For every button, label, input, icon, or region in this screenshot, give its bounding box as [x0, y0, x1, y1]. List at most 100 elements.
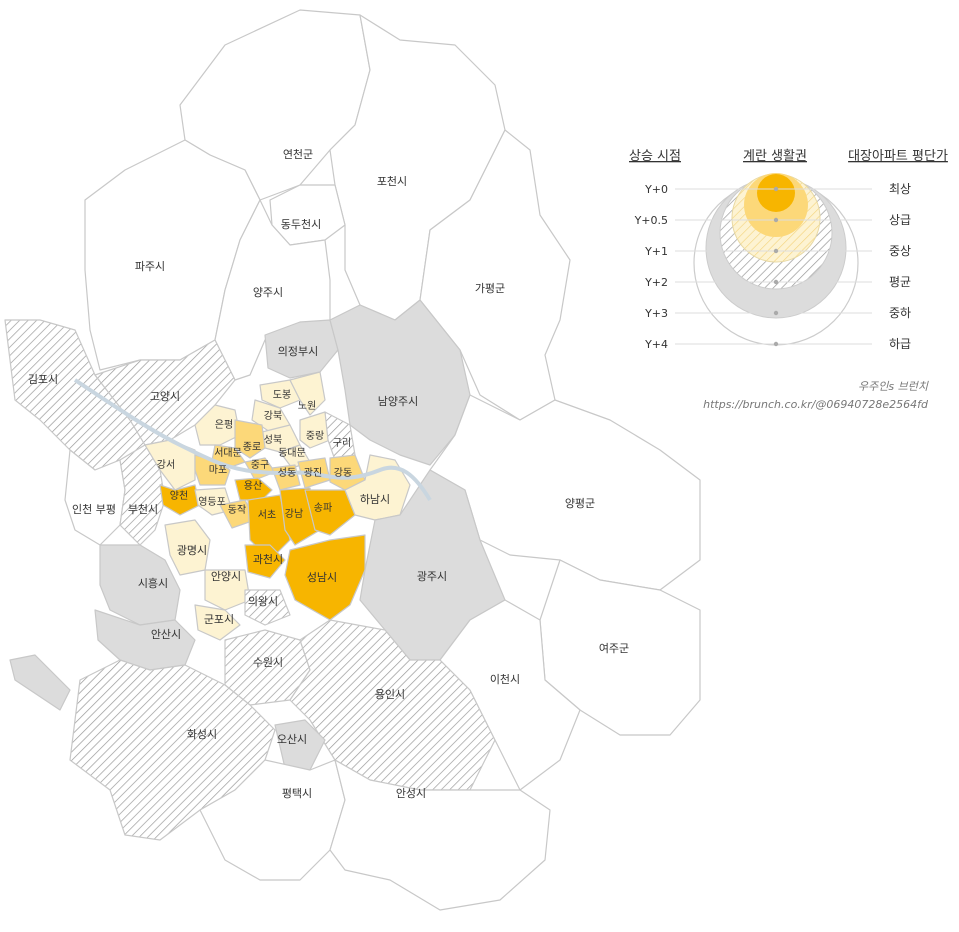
region-label-seongbuk: 성북 [264, 434, 282, 446]
region-label-ansan: 안산시 [151, 628, 181, 641]
region-label-gwangjin: 광진 [304, 467, 322, 479]
region-gunpo-shape[interactable] [194, 604, 241, 641]
legend-price-label: 중상 [889, 244, 911, 258]
region-label-junggu: 중구 [251, 459, 269, 471]
island-shape [9, 654, 71, 711]
region-jongno-shape[interactable] [234, 419, 266, 459]
region-label-yongin: 용인시 [375, 688, 405, 701]
legend-header-zone: 계란 생활권 [743, 149, 807, 164]
credit-url: https://brunch.co.kr/@06940728e2564fd [703, 398, 929, 411]
region-label-bucheon: 부천시 [128, 502, 158, 516]
region-label-gwacheon: 과천시 [253, 552, 283, 566]
credit-author: 우주인s 브런치 [858, 380, 929, 393]
region-label-anyang: 안양시 [211, 570, 241, 583]
legend-timing-label: Y+4 [644, 338, 668, 351]
legend-price-label: 상급 [889, 213, 911, 227]
region-label-seongnam: 성남시 [307, 571, 337, 584]
region-uijeongbu-shape[interactable] [264, 319, 339, 379]
legend-timing-label: Y+1 [644, 245, 668, 258]
region-icheon-shape[interactable] [439, 599, 581, 791]
region-label-yeoju: 여주군 [599, 642, 629, 655]
region-dobong-shape[interactable] [259, 379, 301, 409]
region-gwacheon-shape[interactable] [244, 544, 286, 579]
legend-row-dot [773, 341, 779, 347]
legend-row-dot [773, 217, 779, 223]
legend-price-label: 최상 [889, 182, 911, 196]
region-songpa-shape[interactable] [304, 489, 356, 536]
region-label-yongsan: 용산 [244, 480, 262, 492]
legend-timing-label: Y+2 [644, 276, 668, 289]
region-label-siheung: 시흥시 [138, 576, 168, 590]
region-label-pocheon: 포천시 [377, 174, 407, 188]
legend-rows: Y+0 최상 Y+0.5 상급 Y+1 중상 Y+2 평균 Y+3 중하 Y+4 하급 [634, 182, 911, 351]
legend-price-label: 중하 [889, 306, 911, 320]
region-label-suwon: 수원시 [253, 656, 283, 669]
region-label-yeoncheon: 연천군 [283, 147, 313, 161]
legend-circle-y0 [757, 174, 795, 212]
region-label-yangju: 양주시 [253, 286, 283, 299]
region-label-nowon: 노원 [298, 400, 316, 412]
legend-row-dot [773, 310, 779, 316]
region-label-dobong: 도봉 [273, 389, 291, 401]
region-label-anseong: 안성시 [396, 787, 426, 800]
legend-price-label: 하급 [889, 337, 911, 351]
region-label-dongdaemun: 동대문 [278, 447, 306, 459]
region-label-gunpo: 군포시 [204, 613, 234, 626]
region-gapyeong-shape[interactable] [419, 129, 571, 421]
region-namyangju-shape[interactable] [329, 299, 471, 466]
region-label-jungnang: 중랑 [306, 430, 324, 442]
region-label-gangbuk: 강북 [264, 410, 282, 422]
region-osan-shape[interactable] [274, 719, 326, 771]
region-label-yangcheon: 양천 [170, 490, 188, 502]
region-label-mapo: 마포 [209, 464, 227, 476]
region-label-jongno: 종로 [243, 441, 261, 453]
regions-layer [4, 9, 701, 911]
legend-timing-label: Y+3 [644, 307, 668, 320]
region-label-icheon: 이천시 [490, 672, 520, 686]
region-label-osan: 오산시 [277, 733, 307, 746]
region-label-gwangju: 광주시 [417, 570, 447, 583]
region-label-dongducheon: 동두천시 [281, 217, 321, 231]
han-river [73, 378, 432, 502]
region-label-pyeongtaek: 평택시 [282, 787, 312, 800]
legend-price-label: 평균 [889, 275, 911, 289]
region-label-gimpo: 김포시 [28, 373, 58, 386]
region-anyang-shape[interactable] [204, 569, 251, 611]
region-jungnang-shape[interactable] [299, 411, 331, 449]
legend-row-dot [773, 186, 779, 192]
region-label-gangseo: 강서 [157, 459, 175, 471]
legend: 상승 시점 계란 생활권 대장아파트 평단가 Y+0 최상 Y+0.5 상급 Y+1 중상… [629, 149, 948, 411]
region-label-namyangju: 남양주시 [378, 395, 418, 408]
region-seongnam-shape[interactable] [284, 534, 366, 621]
region-anseong-shape[interactable] [329, 759, 551, 911]
region-label-seongdong: 성동 [278, 467, 296, 479]
region-label-paju: 파주시 [135, 260, 165, 273]
region-nowon-shape[interactable] [289, 371, 326, 416]
region-label-uijeongbu: 의정부시 [278, 345, 318, 358]
region-label-dongjak: 동작 [228, 504, 246, 516]
region-hanam-shape[interactable] [344, 454, 411, 521]
region-label-gangnam: 강남 [285, 508, 303, 520]
region-label-hanam: 하남시 [360, 492, 390, 506]
region-label-songpa: 송파 [314, 502, 332, 514]
region-label-seodaemun: 서대문 [214, 447, 242, 459]
region-label-guri: 구리 [333, 437, 351, 449]
region-uiwang-shape[interactable] [244, 589, 291, 626]
region-yongsan-shape[interactable] [234, 477, 273, 501]
region-label-gapyeong: 가평군 [475, 282, 505, 295]
legend-header-price: 대장아파트 평단가 [848, 149, 948, 164]
region-label-uiwang: 의왕시 [248, 595, 278, 608]
region-label-gangdong: 강동 [334, 467, 352, 479]
region-label-gwangmyeong: 광명시 [177, 544, 207, 557]
region-label-goyang: 고양시 [150, 390, 180, 403]
legend-header-timing: 상승 시점 [629, 149, 681, 164]
region-label-eunpyeong: 은평 [215, 419, 233, 431]
legend-timing-label: Y+0.5 [634, 214, 668, 227]
legend-row-dot [773, 248, 779, 254]
legend-timing-label: Y+0 [644, 183, 668, 196]
region-seocho-shape[interactable] [247, 494, 291, 561]
region-label-seocho: 서초 [258, 509, 276, 521]
region-label-incheon-bupyeong: 인천 부평 [72, 502, 116, 516]
